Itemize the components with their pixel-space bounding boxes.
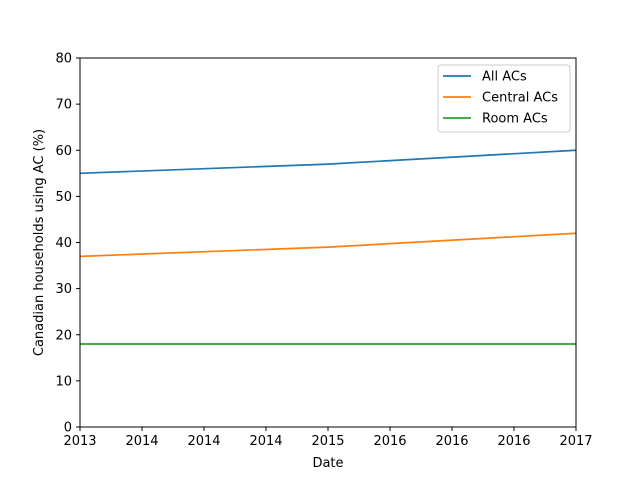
y-axis: 0 10 20 30 40 50 60 70 80 <box>55 52 80 436</box>
legend-label-1: Central ACs <box>482 91 558 106</box>
y-tick-label: 0 <box>64 421 72 436</box>
x-tick-label: 2015 <box>311 434 344 449</box>
y-tick-label: 60 <box>55 144 72 159</box>
y-tick-label: 80 <box>55 52 72 67</box>
legend: All ACs Central ACs Room ACs <box>437 64 571 133</box>
legend-label-2: Room ACs <box>482 112 548 127</box>
y-tick-label: 30 <box>55 282 72 297</box>
y-tick-label: 70 <box>55 98 72 113</box>
y-tick-label: 40 <box>55 236 72 251</box>
series-line-0 <box>79 149 577 175</box>
legend-label-0: All ACs <box>482 70 527 85</box>
x-axis: 2013 2014 2014 2014 2015 2016 2016 2016 2017 <box>63 427 593 449</box>
x-tick-label: 2014 <box>187 434 220 449</box>
x-tick-label: 2014 <box>249 434 282 449</box>
y-tick-label: 20 <box>55 328 72 343</box>
y-tick-label: 10 <box>55 374 72 389</box>
x-tick-label: 2017 <box>559 434 592 449</box>
x-axis-label: Date <box>312 456 343 471</box>
x-tick-label: 2014 <box>125 434 158 449</box>
x-tick-label: 2013 <box>63 434 96 449</box>
legend-box <box>437 64 571 133</box>
x-tick-label: 2016 <box>373 434 406 449</box>
y-tick-label: 50 <box>55 190 72 205</box>
series-line-1 <box>79 232 577 258</box>
x-tick-label: 2016 <box>435 434 468 449</box>
y-axis-label: Canadian households using AC (%) <box>32 129 47 356</box>
plot-lines <box>79 149 577 345</box>
x-tick-label: 2016 <box>497 434 530 449</box>
